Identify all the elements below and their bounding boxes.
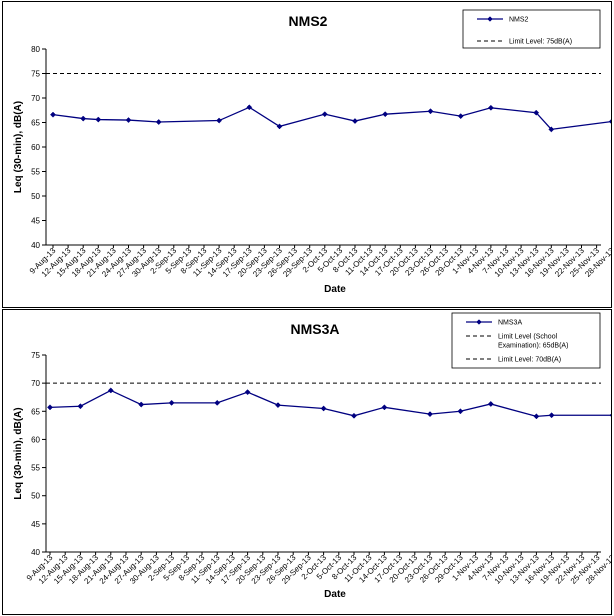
data-point [246,104,253,111]
data-point [382,111,389,118]
legend-series-marker [476,319,482,325]
data-point [276,123,283,130]
data-point [548,412,555,419]
y-tick-label: 45 [31,217,40,226]
y-tick-label: 55 [31,464,40,473]
y-tick-label: 70 [31,94,40,103]
y-tick-label: 65 [31,407,40,416]
data-point [138,401,145,408]
data-point [609,413,611,417]
y-tick-label: 40 [31,241,40,250]
legend-limit-label: Limit Level (School [498,334,558,341]
data-point [47,404,53,411]
y-tick-label: 75 [31,70,40,79]
data-point [125,117,132,124]
data-point [321,111,328,118]
data-point [487,104,494,111]
legend-series-marker [487,16,493,22]
y-tick-label: 45 [31,520,40,529]
y-tick-label: 60 [31,143,40,152]
legend-series-label: NMS3A [498,320,522,327]
data-point [214,399,221,406]
y-tick-label: 75 [31,351,40,360]
chart-title: NMS2 [289,13,328,29]
x-axis-title: Date [324,589,346,600]
legend-limit-label: Limit Level: 70dB(A) [498,357,561,364]
chart-title: NMS3A [290,321,339,337]
data-point [381,404,388,411]
data-point [427,108,434,115]
y-tick-label: 50 [31,492,40,501]
data-point [244,389,251,396]
legend-limit-label: Limit Level: 75dB(A) [509,39,572,46]
chart-panel-nms3a: NMS3A 40 45 50 55 60 65 70 75 9-Aug-13 12-Aug-13 15… [2,309,612,615]
data-point [608,119,611,124]
data-point [457,113,464,120]
data-point [50,111,56,118]
data-point [216,117,223,124]
x-axis-title: Date [324,284,346,295]
chart-nms3a: NMS3A40455055606570759-Aug-1312-Aug-1315… [13,312,611,600]
data-point [352,118,358,124]
data-point [77,403,84,410]
series-line [52,106,611,131]
data-point [320,405,327,412]
series-line [49,389,611,418]
legend-box [462,9,601,49]
y-tick-label: 60 [31,435,40,444]
data-point [533,109,540,116]
y-tick-label: 65 [31,119,40,128]
data-point [275,402,281,409]
y-tick-label: 80 [31,45,40,54]
y-axis-title: Leq (30-min), dB(A) [13,407,24,499]
data-point [351,412,357,419]
y-tick-label: 55 [31,168,40,177]
data-point [487,401,494,407]
chart-panel-nms2: NMS2 40 45 50 55 60 65 70 75 80 9-Aug-13 12-Aug-13 1… [2,1,612,308]
y-tick-label: 50 [31,192,40,201]
data-point [107,387,114,394]
data-point [548,126,555,133]
data-point [168,399,175,406]
legend-series-label: NMS2 [509,17,529,24]
chart-nms2: NMS24045505560657075809-Aug-1312-Aug-131… [13,9,611,295]
y-tick-label: 70 [31,379,40,388]
data-point [95,116,102,123]
data-point [533,413,540,420]
data-point [457,408,464,415]
data-point [80,115,87,122]
data-point [427,411,433,418]
y-axis-title: Leq (30-min), dB(A) [13,101,24,193]
y-tick-label: 40 [31,548,40,557]
data-point [155,119,162,125]
legend-limit-label: Examination): 65dB(A) [498,343,568,350]
